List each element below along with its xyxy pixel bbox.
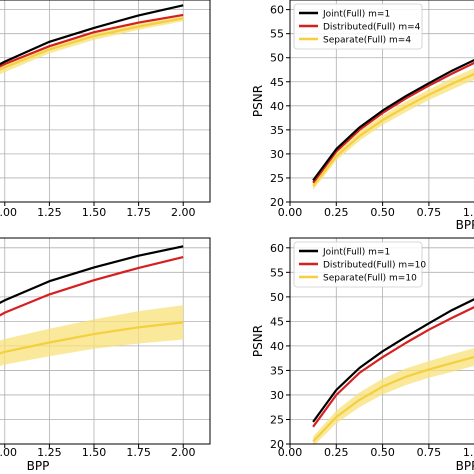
legend-label-separate: Separate(Full) m=10	[323, 274, 417, 284]
plot-area	[0, 245, 184, 367]
panel-4: 0.00 0.25 0.50 0.75 1.00 20 25 30 35 40 45 50 55 60 BP…	[251, 237, 474, 473]
series-distributed-line	[312, 306, 474, 428]
legend: Joint(Full) m=1 Distributed(Full) m=4 Sepa…	[293, 3, 423, 50]
x-tick-label: 1.25	[37, 206, 62, 219]
series-separate-line	[0, 17, 184, 71]
x-tick-label: 2.00	[171, 446, 196, 459]
x-tick-label: 1.50	[82, 446, 107, 459]
x-axis-label: BPP	[456, 218, 474, 232]
x-tick-label: 0.25	[324, 446, 349, 459]
series-distributed-line	[312, 61, 474, 184]
plot-frame	[289, 237, 474, 445]
x-tick-label: 0.50	[370, 206, 395, 219]
series-joint-line	[312, 58, 474, 182]
series-separate-band	[0, 15, 184, 75]
y-tick-label: 60	[270, 4, 284, 17]
plot-area	[0, 4, 184, 75]
x-tick-label: 1.00	[463, 206, 474, 219]
y-tick-label: 45	[270, 315, 284, 328]
series-joint-line	[0, 245, 184, 304]
x-tick-label: 1.00	[0, 446, 17, 459]
y-tick-label: 25	[270, 413, 284, 426]
series-separate-line	[0, 321, 184, 355]
x-tick-label: 1.75	[126, 206, 151, 219]
y-tick-label: 50	[270, 291, 284, 304]
y-tick-label: 60	[270, 242, 284, 255]
legend-label-distributed: Distributed(Full) m=4	[323, 23, 421, 33]
y-tick-label: 55	[270, 266, 284, 279]
y-axis-label: PSNR	[251, 325, 265, 357]
x-tick-label: 0.00	[278, 446, 303, 459]
y-tick-label: 35	[270, 364, 284, 377]
series-distributed-line	[0, 13, 184, 68]
y-tick-label: 45	[270, 76, 284, 89]
panel-3: 1.00 1.25 1.50 1.75 2.00 BPP	[0, 237, 211, 473]
y-tick-label: 20	[270, 196, 284, 209]
plot-area	[312, 298, 474, 444]
legend-box	[293, 3, 423, 50]
x-tick-label: 1.75	[126, 446, 151, 459]
series-separate-band	[313, 68, 474, 190]
series-separate-line	[312, 355, 474, 443]
legend: Joint(Full) m=1 Distributed(Full) m=10 Sep…	[293, 241, 426, 288]
x-axis-label: BPP	[27, 459, 50, 473]
x-axis-label: BPP	[456, 459, 474, 473]
x-tick-label: 1.00	[463, 446, 474, 459]
panel-1: 1.00 1.25 1.50 1.75 2.00	[0, 0, 211, 219]
legend-label-separate: Separate(Full) m=4	[323, 36, 411, 46]
x-tick-label: 0.75	[417, 446, 442, 459]
x-tick-label: 1.25	[37, 446, 62, 459]
series-separate-band	[313, 348, 474, 444]
y-tick-label: 40	[270, 100, 284, 113]
y-tick-label: 35	[270, 124, 284, 137]
series-joint-line	[0, 4, 184, 66]
y-tick-label: 40	[270, 340, 284, 353]
y-tick-label: 30	[270, 148, 284, 161]
y-tick-label: 50	[270, 52, 284, 65]
x-tick-label: 0.00	[278, 206, 303, 219]
series-separate-line	[312, 72, 474, 187]
y-tick-label: 20	[270, 438, 284, 451]
x-tick-label: 0.50	[370, 446, 395, 459]
plot-area	[312, 58, 474, 190]
x-tick-label: 1.00	[0, 206, 17, 219]
legend-label-joint: Joint(Full) m=1	[322, 10, 390, 20]
legend-label-distributed: Distributed(Full) m=10	[323, 261, 426, 271]
x-tick-label: 0.25	[324, 206, 349, 219]
series-distributed-line	[0, 256, 184, 317]
y-tick-label: 55	[270, 28, 284, 41]
y-tick-label: 25	[270, 172, 284, 185]
y-axis-label: PSNR	[251, 85, 265, 117]
y-tick-label: 30	[270, 389, 284, 402]
legend-label-joint: Joint(Full) m=1	[322, 248, 390, 258]
series-joint-line	[312, 298, 474, 423]
x-tick-label: 2.00	[171, 206, 196, 219]
x-tick-label: 1.50	[82, 206, 107, 219]
x-tick-label: 0.75	[417, 206, 442, 219]
series-separate-band	[0, 305, 184, 367]
plot-frame	[289, 0, 474, 203]
legend-box	[293, 241, 423, 288]
panel-2: 0.00 0.25 0.50 0.75 1.00 20 25 30 35 40 45 50 55 60 BP…	[251, 0, 474, 232]
